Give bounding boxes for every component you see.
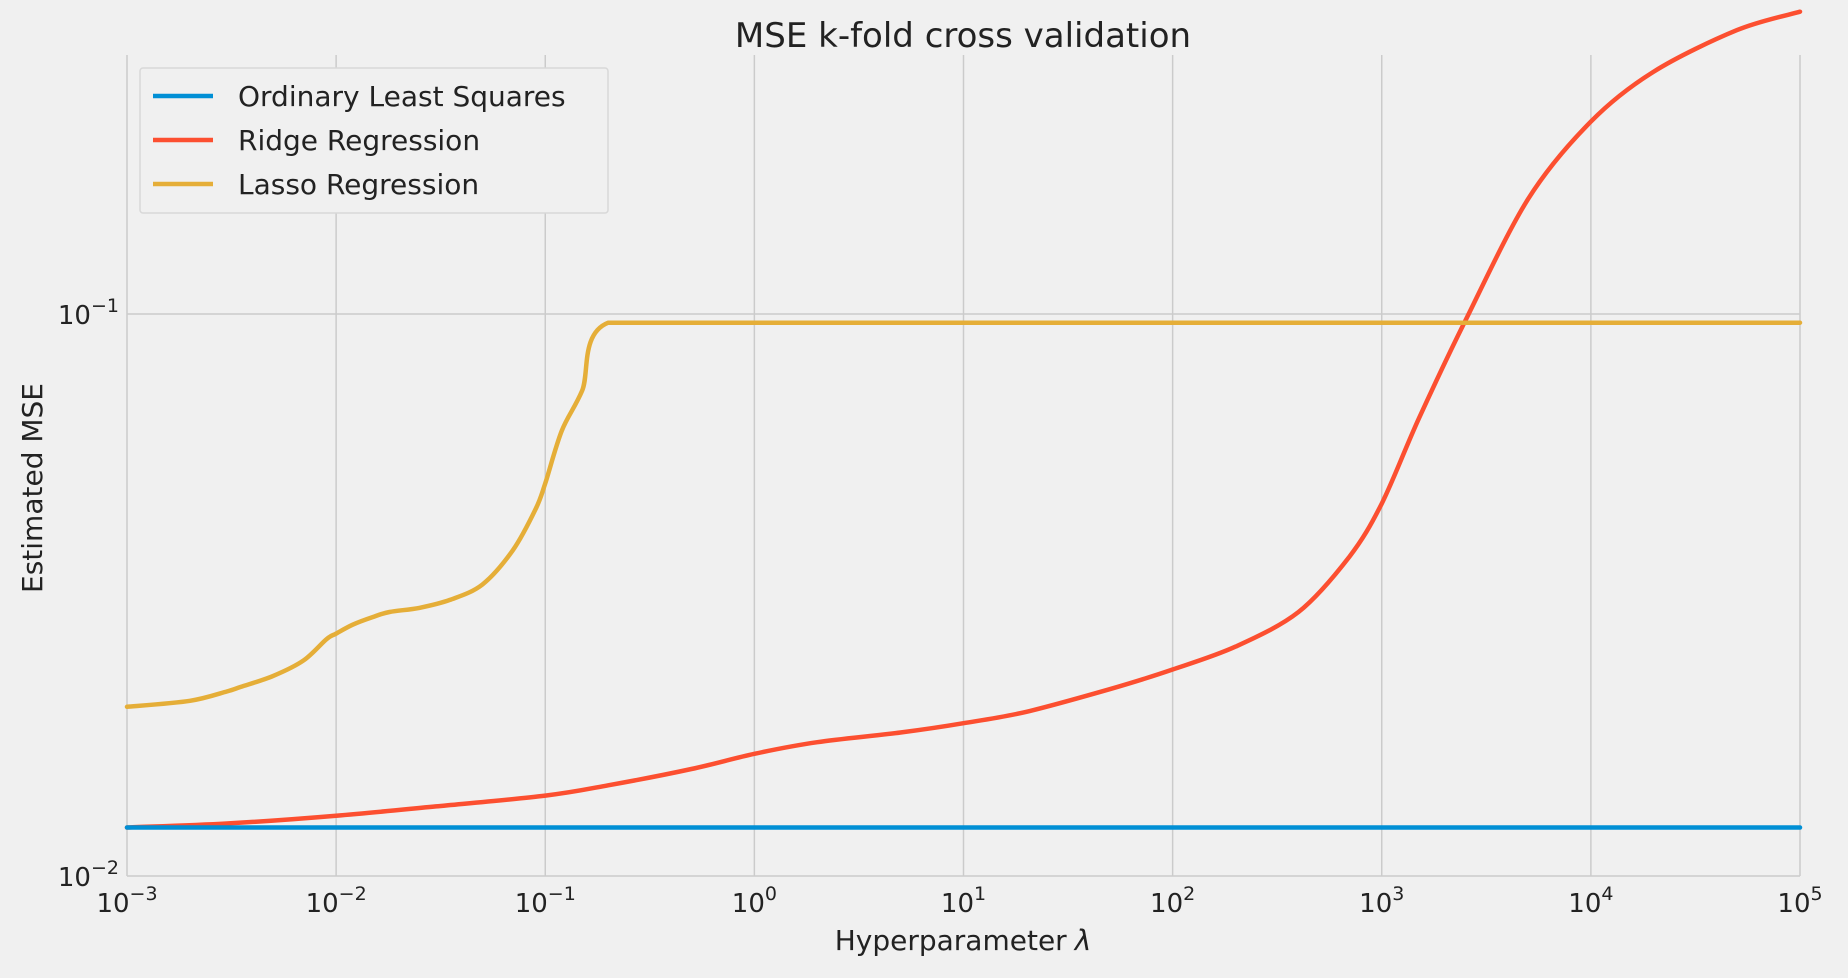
chart-title: MSE k-fold cross validation [735,16,1191,56]
x-tick-label: 102 [1150,883,1195,919]
x-axis-label: Hyperparameter λ [835,924,1092,957]
x-axis-label-symbol: λ [1073,924,1092,957]
y-gridlines [127,313,1800,877]
series-line-ridge-regression [124,9,1803,830]
x-tick-labels: 10−3 10−2 10−1 100 101 102 103 104 105 [96,883,1822,919]
legend-entry: Ordinary Least Squares [238,80,566,113]
x-tick-label: 101 [941,883,986,919]
y-tick-labels: 10−2 10−1 [58,295,119,893]
x-tick-label: 10−2 [306,883,367,919]
y-tick-label: 10−1 [58,295,119,331]
x-tick-label: 10−3 [96,883,157,919]
legend: Ordinary Least Squares Ridge Regression La… [139,67,609,214]
legend-entry: Ridge Regression [238,124,480,157]
legend-box [139,67,609,214]
series-line-lasso-regression [124,320,1803,710]
x-tick-label: 103 [1359,883,1404,919]
x-tick-label: 105 [1777,883,1822,919]
y-tick-label: 10−2 [58,857,119,893]
legend-entry: Lasso Regression [238,168,479,201]
x-tick-label: 104 [1568,883,1613,919]
x-tick-label: 100 [732,883,777,919]
x-tick-label: 10−1 [515,883,576,919]
y-axis-label: Estimated MSE [16,383,49,593]
series-layer [124,9,1803,830]
x-axis-label-text: Hyperparameter [835,924,1067,957]
